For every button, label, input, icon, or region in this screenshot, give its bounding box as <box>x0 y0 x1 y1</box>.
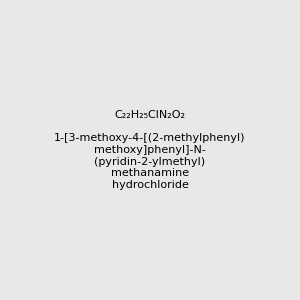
Text: C₂₂H₂₅ClN₂O₂

1-[3-methoxy-4-[(2-methylphenyl)
methoxy]phenyl]-N-
(pyridin-2-ylm: C₂₂H₂₅ClN₂O₂ 1-[3-methoxy-4-[(2-methylph… <box>54 110 246 190</box>
